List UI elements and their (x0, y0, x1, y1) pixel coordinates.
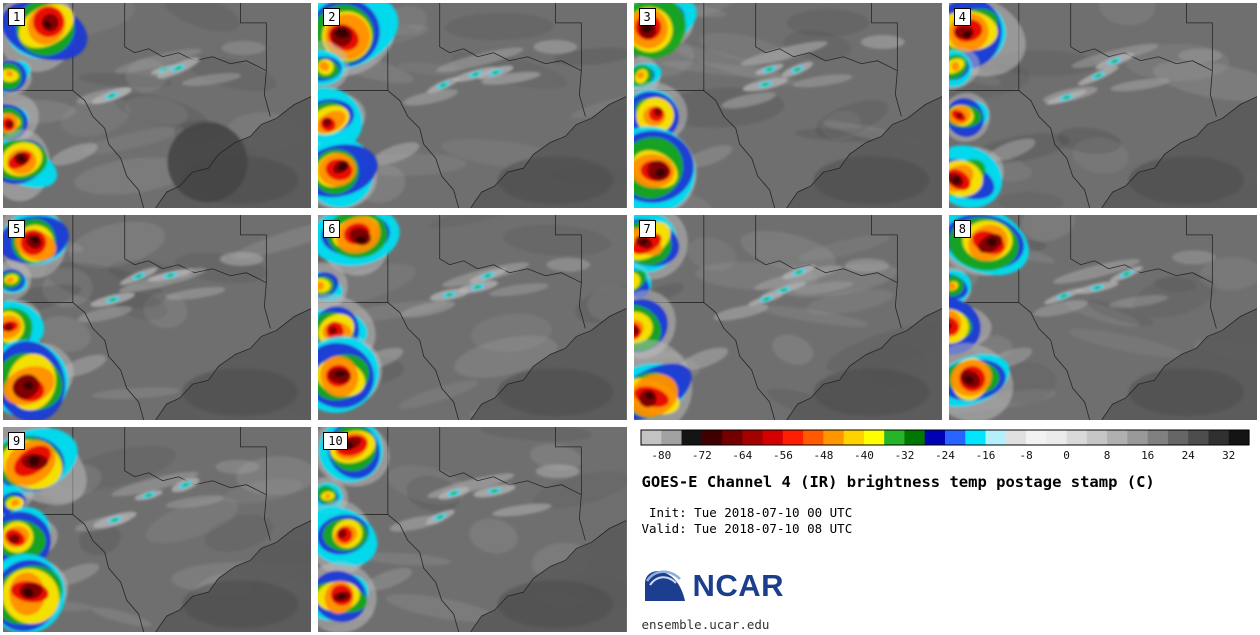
postage-stamp-panel: 4 (948, 3, 1257, 208)
panel-number: 9 (8, 432, 26, 450)
svg-text:0: 0 (1063, 449, 1070, 462)
ncar-logo-mark (644, 570, 685, 601)
svg-text:-80: -80 (651, 449, 671, 462)
site-url: ensemble.ucar.edu (641, 617, 770, 632)
panel-number: 3 (638, 8, 656, 26)
svg-text:-64: -64 (732, 449, 752, 462)
postage-stamp-panel: 8 (948, 215, 1257, 420)
init-time: Init: Tue 2018-07-10 00 UTC (641, 505, 853, 520)
panel-number: 5 (8, 220, 26, 238)
postage-stamp-panel: 10 (318, 427, 627, 632)
legend-block: -80 -72 -64 -56 -48 -40 -32 -24 -16 -8 0 8 16 24 32 GO… (633, 427, 1257, 632)
postage-stamp-panel: 6 (318, 215, 627, 420)
svg-text:8: 8 (1103, 449, 1110, 462)
postage-stamp-panel: 5 (3, 215, 312, 420)
svg-text:-40: -40 (853, 449, 873, 462)
ir-satellite-map (948, 215, 1257, 420)
svg-text:-48: -48 (813, 449, 833, 462)
svg-text:-8: -8 (1019, 449, 1032, 462)
panel-number: 1 (8, 8, 26, 26)
ir-satellite-map (3, 215, 312, 420)
panel-number: 4 (953, 8, 971, 26)
svg-text:-16: -16 (975, 449, 995, 462)
svg-text:-56: -56 (772, 449, 792, 462)
panel-number: 10 (323, 432, 348, 450)
panel-number: 2 (323, 8, 341, 26)
panel-number: 6 (323, 220, 341, 238)
valid-time: Valid: Tue 2018-07-10 08 UTC (641, 521, 853, 536)
postage-stamp-panel: 3 (633, 3, 942, 208)
postage-stamp-panel: 2 (318, 3, 627, 208)
svg-text:-24: -24 (935, 449, 955, 462)
panel-number: 8 (953, 220, 971, 238)
colorbar: -80 -72 -64 -56 -48 -40 -32 -24 -16 -8 0 8 16 24 32 (640, 429, 1250, 462)
ir-satellite-map (318, 427, 627, 632)
postage-stamp-panel: 7 (633, 215, 942, 420)
ir-satellite-map (3, 427, 312, 632)
postage-stamp-panel: 1 (3, 3, 312, 208)
product-title: GOES-E Channel 4 (IR) brightness temp po… (641, 473, 1155, 491)
ir-satellite-map (318, 3, 627, 208)
ir-satellite-map (318, 215, 627, 420)
svg-text:-32: -32 (894, 449, 914, 462)
ir-satellite-map (948, 3, 1257, 208)
ncar-logo: NCAR (642, 567, 785, 603)
panel-number: 7 (638, 220, 656, 238)
postage-stamp-panel: 9 (3, 427, 312, 632)
ncar-logo-text: NCAR (692, 568, 785, 603)
svg-text:24: 24 (1181, 449, 1195, 462)
ir-satellite-map (633, 3, 942, 208)
svg-text:32: 32 (1222, 449, 1235, 462)
ir-satellite-map (633, 215, 942, 420)
svg-text:16: 16 (1141, 449, 1154, 462)
ir-satellite-map (3, 3, 312, 208)
svg-text:-72: -72 (691, 449, 711, 462)
